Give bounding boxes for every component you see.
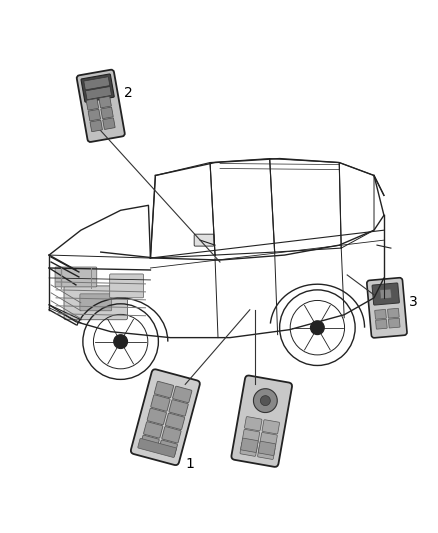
FancyBboxPatch shape [90, 120, 102, 132]
FancyBboxPatch shape [376, 319, 387, 329]
FancyBboxPatch shape [262, 419, 279, 434]
FancyBboxPatch shape [101, 107, 113, 119]
FancyBboxPatch shape [99, 96, 111, 108]
FancyBboxPatch shape [131, 369, 200, 465]
FancyBboxPatch shape [77, 70, 125, 142]
Text: 1: 1 [186, 457, 194, 471]
FancyBboxPatch shape [194, 234, 214, 246]
FancyBboxPatch shape [64, 286, 127, 320]
FancyBboxPatch shape [86, 99, 99, 110]
FancyBboxPatch shape [84, 77, 110, 90]
FancyBboxPatch shape [367, 278, 407, 338]
FancyBboxPatch shape [144, 422, 163, 438]
FancyBboxPatch shape [81, 74, 114, 102]
FancyBboxPatch shape [138, 439, 177, 457]
FancyBboxPatch shape [162, 426, 181, 443]
FancyBboxPatch shape [169, 400, 188, 416]
FancyBboxPatch shape [380, 289, 392, 299]
FancyBboxPatch shape [244, 417, 262, 431]
FancyBboxPatch shape [258, 441, 276, 456]
FancyBboxPatch shape [231, 376, 292, 467]
FancyBboxPatch shape [372, 283, 399, 305]
FancyBboxPatch shape [242, 430, 260, 443]
FancyBboxPatch shape [85, 86, 111, 100]
FancyBboxPatch shape [110, 274, 144, 298]
Circle shape [114, 335, 127, 349]
FancyBboxPatch shape [154, 381, 173, 398]
Circle shape [311, 321, 324, 335]
Text: 2: 2 [124, 86, 133, 100]
FancyBboxPatch shape [388, 308, 399, 318]
FancyBboxPatch shape [173, 386, 192, 402]
FancyBboxPatch shape [240, 442, 258, 456]
FancyBboxPatch shape [389, 318, 400, 328]
FancyBboxPatch shape [140, 435, 159, 451]
FancyBboxPatch shape [258, 445, 275, 459]
FancyBboxPatch shape [241, 438, 258, 453]
FancyBboxPatch shape [55, 267, 97, 287]
FancyBboxPatch shape [260, 432, 277, 447]
FancyBboxPatch shape [103, 118, 115, 130]
FancyBboxPatch shape [88, 109, 100, 121]
Circle shape [260, 395, 270, 406]
FancyBboxPatch shape [80, 294, 112, 311]
FancyBboxPatch shape [151, 395, 170, 411]
FancyBboxPatch shape [166, 413, 185, 430]
Circle shape [254, 389, 277, 413]
FancyBboxPatch shape [147, 408, 166, 425]
FancyBboxPatch shape [375, 310, 386, 319]
FancyBboxPatch shape [158, 440, 177, 456]
Text: 3: 3 [410, 295, 418, 309]
